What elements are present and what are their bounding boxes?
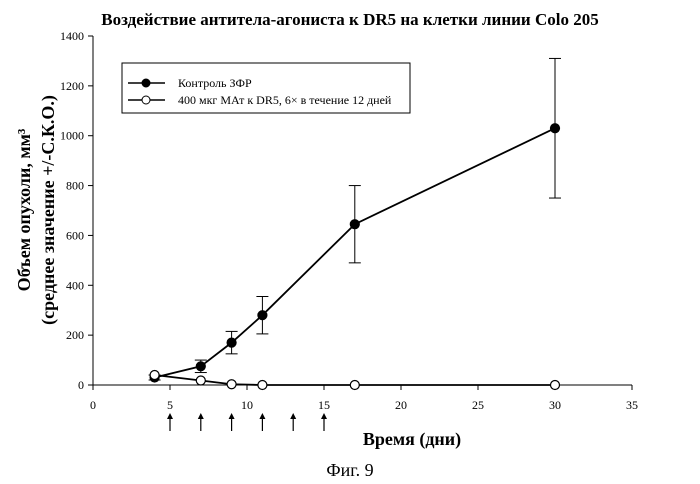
legend: Контроль ЗФР 400 мкг МАт к DR5, 6× в теч… — [122, 63, 410, 113]
data-point — [551, 124, 560, 133]
dosing-arrow-head — [167, 413, 173, 419]
y-axis-label-group: Объем опухоли, мм³ (среднее значение +/-… — [14, 95, 59, 325]
legend-marker-control — [142, 79, 150, 87]
y-tick-label: 800 — [66, 179, 84, 193]
y-tick-label: 600 — [66, 228, 84, 242]
data-point — [551, 381, 560, 390]
legend-label-treatment: 400 мкг МАт к DR5, 6× в течение 12 дней — [178, 93, 392, 107]
y-tick-label: 200 — [66, 328, 84, 342]
x-tick-label: 15 — [318, 398, 330, 412]
data-point — [350, 381, 359, 390]
y-tick-label: 0 — [78, 378, 84, 392]
y-tick-label: 1200 — [60, 79, 84, 93]
dosing-arrows — [167, 413, 327, 431]
data-point — [150, 371, 159, 380]
x-tick-label: 10 — [241, 398, 253, 412]
y-tick-label: 1000 — [60, 129, 84, 143]
x-axis-label: Время (дни) — [363, 429, 461, 450]
chart-title: Воздействие антитела-агониста к DR5 на к… — [101, 10, 598, 29]
data-point — [227, 338, 236, 347]
dosing-arrow-head — [321, 413, 327, 419]
y-axis-label-secondary: (среднее значение +/-С.К.О.) — [38, 95, 59, 325]
dosing-arrow-head — [229, 413, 235, 419]
dosing-arrow-head — [198, 413, 204, 419]
legend-marker-treatment — [142, 96, 150, 104]
y-axis-label: Объем опухоли, мм³ — [14, 128, 34, 291]
x-tick-label: 30 — [549, 398, 561, 412]
legend-label-control: Контроль ЗФР — [178, 76, 252, 90]
data-point — [196, 362, 205, 371]
y-ticks: 0 200 400 600 800 1000 1200 1400 — [60, 29, 93, 392]
y-tick-label: 1400 — [60, 29, 84, 43]
data-point — [258, 381, 267, 390]
data-point — [196, 376, 205, 385]
x-tick-label: 20 — [395, 398, 407, 412]
dosing-arrow-head — [259, 413, 265, 419]
data-point — [350, 220, 359, 229]
x-tick-label: 25 — [472, 398, 484, 412]
x-tick-label: 35 — [626, 398, 638, 412]
dosing-arrow-head — [290, 413, 296, 419]
data-point — [227, 380, 236, 389]
figure-caption: Фиг. 9 — [326, 460, 373, 480]
y-tick-label: 400 — [66, 278, 84, 292]
data-point — [258, 311, 267, 320]
x-tick-label: 0 — [90, 398, 96, 412]
x-tick-label: 5 — [167, 398, 173, 412]
